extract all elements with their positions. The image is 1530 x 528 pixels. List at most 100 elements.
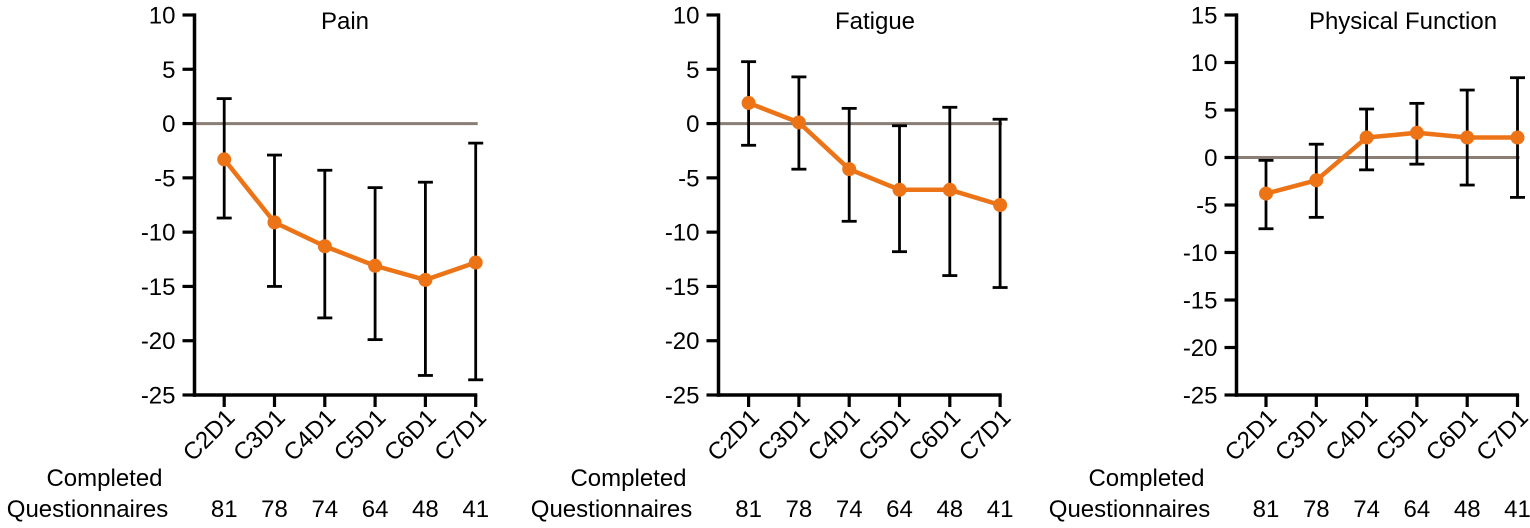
data-point <box>741 95 756 110</box>
y-tick-label: -25 <box>1183 383 1218 410</box>
data-point <box>317 239 332 254</box>
completed-questionnaires-footer: Completed Questionnaires 81 78 74 64 48 41 <box>531 465 1014 523</box>
questionnaire-count: 48 <box>412 496 439 523</box>
questionnaire-count: 74 <box>311 496 338 523</box>
series-line <box>1265 130 1518 196</box>
series-line <box>747 100 1001 208</box>
y-tick-label: -5 <box>678 165 699 192</box>
data-point <box>217 152 232 167</box>
y-tick-label: -5 <box>154 165 175 192</box>
data-point <box>1409 125 1424 140</box>
x-tick-label: C2D1 <box>702 404 764 466</box>
questionnaire-count: 48 <box>936 496 963 523</box>
chart-title: Physical Function <box>1309 8 1497 35</box>
data-point <box>418 272 433 287</box>
x-tick-label: C2D1 <box>178 404 240 466</box>
y-tick-label: -25 <box>141 383 176 410</box>
chart-title: Fatigue <box>835 8 915 35</box>
physical-function-chart: 15 10 5 0 -5 -10 -15 -20 -25C2D1C3D1C4D1C5D1C6D1… <box>1049 3 1530 524</box>
chart-title: Pain <box>321 8 369 35</box>
x-tick-label: C7D1 <box>954 404 1016 466</box>
x-tick-label: C5D1 <box>853 404 915 466</box>
x-tick-label: C7D1 <box>429 404 491 466</box>
data-point <box>791 115 806 130</box>
y-tick-label: 5 <box>686 57 699 84</box>
y-tick-label: -15 <box>1183 288 1218 315</box>
y-tick-label: -15 <box>665 274 700 301</box>
footer-label-line1: Completed <box>46 465 162 492</box>
x-tick-label: C4D1 <box>1320 404 1382 466</box>
error-bars <box>1258 76 1525 231</box>
y-tick-label: 5 <box>162 57 175 84</box>
questionnaire-count: 81 <box>1253 496 1280 523</box>
y-tick-label: 15 <box>1191 3 1218 30</box>
x-tick-label: C6D1 <box>379 404 441 466</box>
questionnaire-count: 64 <box>1404 496 1431 523</box>
y-tick-label: -15 <box>141 274 176 301</box>
data-point <box>1359 130 1374 145</box>
y-tick-label: 5 <box>1204 98 1217 125</box>
questionnaire-count: 41 <box>1504 496 1530 523</box>
x-tick-label: C5D1 <box>1371 404 1433 466</box>
questionnaire-count: 48 <box>1454 496 1481 523</box>
pain-chart: 10 5 0 -5 -10 -15 -20 -25C2D1C3D1C4D1C5D1C6D1C7… <box>7 3 492 524</box>
y-tick-label: -20 <box>665 328 700 355</box>
x-tick-label: C4D1 <box>803 404 865 466</box>
error-bars <box>741 60 1008 289</box>
chart-panel-physical-function: 15 10 5 0 -5 -10 -15 -20 -25 C2D1 C3D1 C4D1 C5D1 C6D1… <box>1020 0 1530 528</box>
y-tick-label: 0 <box>162 111 175 138</box>
x-tick-label: C3D1 <box>228 404 290 466</box>
y-tick-label: -25 <box>665 383 700 410</box>
data-points <box>1259 125 1525 201</box>
y-tick-label: -20 <box>141 328 176 355</box>
data-point <box>267 215 282 230</box>
y-tick-label: -10 <box>141 220 176 247</box>
completed-questionnaires-footer: Completed Questionnaires 81 78 74 64 48 41 <box>7 465 489 523</box>
y-tick-label: -5 <box>1196 193 1217 220</box>
x-tick-label: C3D1 <box>1270 404 1332 466</box>
questionnaire-count: 64 <box>362 496 389 523</box>
footer-label-line2: Questionnaires <box>531 496 692 523</box>
questionnaire-count: 41 <box>987 496 1014 523</box>
data-point <box>1309 173 1324 188</box>
completed-questionnaires-footer: Completed Questionnaires 81 78 74 64 48 41 <box>1049 465 1530 523</box>
questionnaire-count: 41 <box>462 496 489 523</box>
x-tick-label: C3D1 <box>753 404 815 466</box>
data-point <box>892 182 907 197</box>
chart-panel-pain: 10 5 0 -5 -10 -15 -20 -25 C2D1 C3D1 C4D1 C5D1 C6D1 C7… <box>0 0 510 528</box>
y-tick-label: -20 <box>1183 335 1218 362</box>
y-tick-label: 10 <box>149 3 176 30</box>
footer-label-line2: Questionnaires <box>7 496 168 523</box>
footer-label-line2: Questionnaires <box>1049 496 1210 523</box>
fatigue-chart: 10 5 0 -5 -10 -15 -20 -25C2D1C3D1C4D1C5D1C6D1C7… <box>531 3 1017 524</box>
x-tick-label: C7D1 <box>1471 404 1530 466</box>
x-tick-label: C2D1 <box>1220 404 1282 466</box>
data-point <box>468 255 483 270</box>
data-point <box>1259 186 1273 201</box>
y-tick-label: 10 <box>673 3 700 30</box>
questionnaire-count: 78 <box>261 496 288 523</box>
y-axis: 10 5 0 -5 -10 -15 -20 -25 <box>141 3 197 410</box>
data-point <box>1460 130 1475 145</box>
questionnaire-count: 78 <box>1303 496 1330 523</box>
footer-label-line1: Completed <box>570 465 686 492</box>
questionnaire-count: 81 <box>735 496 762 523</box>
series-line <box>222 157 477 283</box>
data-point <box>942 182 957 197</box>
data-point <box>993 198 1008 212</box>
x-tick-label: C6D1 <box>904 404 966 466</box>
questionnaire-count: 74 <box>836 496 863 523</box>
data-point <box>842 162 857 177</box>
x-tick-label: C4D1 <box>279 404 341 466</box>
y-tick-label: 0 <box>686 111 699 138</box>
x-tick-label: C5D1 <box>329 404 391 466</box>
footer-label-line1: Completed <box>1088 465 1204 492</box>
y-tick-label: -10 <box>665 220 700 247</box>
data-points <box>217 152 483 287</box>
y-tick-label: 10 <box>1191 50 1218 77</box>
y-axis: 15 10 5 0 -5 -10 -15 -20 -25 <box>1183 3 1239 410</box>
